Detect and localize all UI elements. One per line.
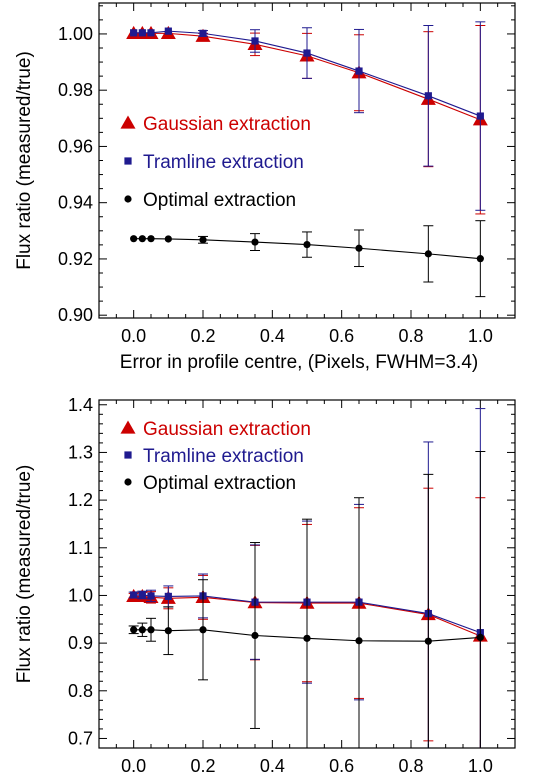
legend-gaussian-marker <box>120 115 136 129</box>
legend-tramline-label: Tramline extraction <box>143 446 304 467</box>
tramline-point <box>355 67 363 75</box>
tramline-line <box>133 30 481 117</box>
optimal-point <box>476 255 484 263</box>
optimal-point <box>424 250 432 258</box>
x-tick-label: 0.6 <box>329 756 354 776</box>
y-tick-label: 0.92 <box>58 249 93 269</box>
series-optimal <box>128 450 486 748</box>
tramline-point <box>130 29 138 37</box>
x-tick-label: 0.4 <box>260 326 285 346</box>
tramline-point <box>138 29 146 37</box>
y-tick-label: 0.96 <box>58 136 93 156</box>
optimal-point <box>164 627 172 635</box>
tramline-point <box>424 92 432 100</box>
panel-bottom: 0.0 0.2 0.4 0.6 0.8 1.0 0.7 0.8 0.9 1.0 1.1 1.2 1.3 1… <box>14 395 516 776</box>
optimal-point <box>138 235 146 243</box>
tramline-point <box>147 29 155 37</box>
x-tick-label: 0.2 <box>190 756 215 776</box>
optimal-line <box>133 629 481 642</box>
legend-tramline-marker <box>124 157 132 165</box>
optimal-point <box>251 238 259 246</box>
optimal-point <box>130 626 138 634</box>
tramline-point <box>303 49 311 57</box>
legend: Gaussian extraction Tramline extraction Op… <box>120 419 311 494</box>
legend-optimal-label: Optimal extraction <box>143 190 296 211</box>
tramline-line <box>133 594 481 634</box>
optimal-point <box>476 633 484 642</box>
legend-optimal-marker <box>124 195 132 203</box>
tramline-point <box>147 592 155 600</box>
y-tick-label: 1.0 <box>68 585 93 605</box>
y-tick-label: 1.1 <box>68 538 93 558</box>
tramline-point <box>138 591 146 599</box>
y-axis-label: Flux ratio (measured/true) <box>14 465 35 684</box>
y-tick-label: 0.8 <box>68 681 93 701</box>
tramline-point <box>164 27 172 35</box>
tramline-point <box>130 591 138 599</box>
y-axis-label: Flux ratio (measured/true) <box>14 51 35 270</box>
x-tick-label: 1.0 <box>468 326 493 346</box>
legend-gaussian-label: Gaussian extraction <box>143 114 311 135</box>
optimal-point <box>199 626 207 634</box>
legend-tramline-marker <box>124 451 132 459</box>
gaussian-line <box>133 32 481 121</box>
plot-area <box>126 21 488 298</box>
optimal-point <box>355 637 363 645</box>
y-tick-label: 0.7 <box>68 728 93 748</box>
legend-gaussian-label: Gaussian extraction <box>143 419 311 440</box>
y-tick-label: 1.2 <box>68 490 93 510</box>
x-axis-label: Error in profile centre, (Pixels, FWHM=3… <box>120 352 478 373</box>
series-optimal <box>130 220 486 298</box>
tramline-point <box>164 592 172 601</box>
tramline-point <box>251 37 259 45</box>
plot-area <box>126 408 488 748</box>
optimal-point <box>251 631 259 640</box>
optimal-line <box>133 238 481 260</box>
legend: Gaussian extraction Tramline extraction Op… <box>120 114 311 211</box>
optimal-point <box>303 240 311 249</box>
x-tick-label: 0.6 <box>329 326 354 346</box>
x-tick-label: 0.8 <box>398 756 423 776</box>
optimal-point <box>138 626 146 634</box>
optimal-point <box>130 235 138 243</box>
y-tick-label: 0.94 <box>58 193 93 213</box>
optimal-point <box>164 235 172 243</box>
optimal-point <box>147 235 155 243</box>
tramline-point <box>476 112 484 120</box>
series-tramline <box>130 21 486 211</box>
legend-gaussian-marker <box>120 420 136 434</box>
x-tick-label: 1.0 <box>468 756 493 776</box>
optimal-point <box>147 626 155 634</box>
optimal-point <box>199 236 207 244</box>
x-tick-label: 0.2 <box>190 326 215 346</box>
y-tick-label: 1.3 <box>68 442 93 462</box>
optimal-point <box>303 634 311 642</box>
y-tick-label: 1.00 <box>58 24 93 44</box>
tramline-point <box>199 29 207 37</box>
legend-tramline-label: Tramline extraction <box>143 152 304 173</box>
x-tick-label: 0.8 <box>398 326 423 346</box>
panel-top: 0.0 0.2 0.4 0.6 0.8 1.0 0.90 0.92 0.94 0.96 0.98 1.… <box>14 2 516 373</box>
x-tick-label: 0.4 <box>260 756 285 776</box>
optimal-point <box>424 637 432 645</box>
legend-optimal-label: Optimal extraction <box>143 473 296 494</box>
x-tick-label: 0.0 <box>121 756 146 776</box>
y-tick-label: 0.9 <box>68 633 93 653</box>
optimal-point <box>355 244 363 252</box>
legend-optimal-marker <box>124 478 132 486</box>
y-tick-label: 1.4 <box>68 395 93 415</box>
x-tick-label: 0.0 <box>121 326 146 346</box>
y-tick-label: 0.98 <box>58 80 93 100</box>
y-tick-label: 0.90 <box>58 305 93 325</box>
